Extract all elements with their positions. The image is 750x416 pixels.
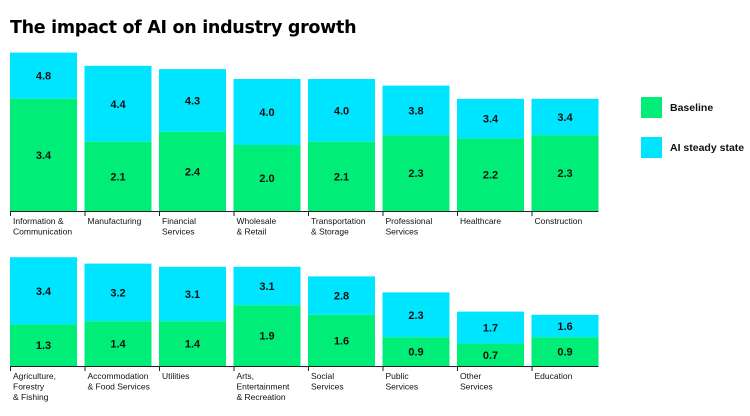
bar-ai-steady-state [159,69,226,132]
data-label-baseline: 0.9 [557,347,572,359]
data-label-ai-steady-state: 3.1 [185,289,200,301]
data-label-ai-steady-state: 4.8 [36,71,51,83]
bar-ai-steady-state [10,257,77,325]
data-label-ai-steady-state: 3.4 [483,114,499,126]
bar-baseline [308,141,375,211]
bar-ai-steady-state [382,292,450,338]
bar-baseline [10,98,77,211]
bar-baseline [159,321,226,366]
bar-baseline [382,337,450,366]
data-label-baseline: 2.4 [185,166,201,178]
category-label: Agriculture, Forestry & Fishing [13,371,56,402]
category-label: Healthcare [460,216,501,226]
data-label-baseline: 0.9 [408,347,423,359]
bar-baseline [233,305,301,366]
legend-swatch-baseline [641,97,662,118]
category-label: Utilities [162,371,189,381]
bar-baseline [10,324,77,366]
legend-label-ai-steady-state: AI steady state [670,142,744,154]
bar-baseline [84,141,152,211]
category-label: Accommodation & Food Services [88,371,150,392]
bar-ai-steady-state [233,79,301,145]
category-label: Manufacturing [88,216,142,226]
data-label-baseline: 2.0 [259,173,274,185]
legend-swatch-ai-steady-state [641,137,662,158]
bar-baseline [382,135,450,211]
data-label-ai-steady-state: 3.4 [557,112,573,124]
bar-baseline [233,145,301,211]
data-label-ai-steady-state: 3.2 [110,287,125,299]
bar-ai-steady-state [159,266,226,322]
data-label-ai-steady-state: 1.7 [483,323,498,335]
data-label-baseline: 1.3 [36,340,51,352]
bar-ai-steady-state [233,266,301,306]
data-label-baseline: 2.3 [408,168,423,180]
category-label: Public Services [386,371,419,392]
bar-baseline [84,321,152,366]
data-label-baseline: 3.4 [36,150,52,162]
category-label: Education [535,371,573,381]
bar-ai-steady-state [382,85,450,136]
bar-ai-steady-state [308,276,375,315]
data-label-ai-steady-state: 4.4 [110,99,126,111]
data-label-ai-steady-state: 3.4 [36,286,52,298]
data-label-ai-steady-state: 4.0 [334,105,349,117]
category-label: Social Services [311,371,344,392]
bar-ai-steady-state [10,52,77,99]
category-label: Wholesale & Retail [237,216,277,237]
legend-label-baseline: Baseline [670,102,713,114]
data-label-ai-steady-state: 2.3 [408,310,423,322]
category-label: Construction [535,216,583,226]
data-label-ai-steady-state: 1.6 [557,321,572,333]
bar-ai-steady-state [457,311,524,344]
data-label-baseline: 2.1 [334,171,349,183]
bar-ai-steady-state [84,65,152,142]
bar-baseline [531,135,599,211]
data-label-baseline: 0.7 [483,350,498,362]
data-label-baseline: 1.9 [259,331,274,343]
data-label-baseline: 2.1 [110,171,125,183]
data-label-ai-steady-state: 3.8 [408,105,423,117]
category-label: Transportation & Storage [311,216,366,237]
category-label: Other Services [460,371,493,392]
bar-ai-steady-state [531,98,599,136]
bar-baseline [159,131,226,211]
data-label-baseline: 2.3 [557,168,572,180]
data-label-baseline: 1.4 [185,339,201,351]
chart-title: The impact of AI on industry growth [10,18,357,38]
data-label-baseline: 1.4 [110,339,126,351]
bar-ai-steady-state [84,263,152,322]
data-label-ai-steady-state: 4.3 [185,95,200,107]
bar-baseline [457,343,524,366]
bar-baseline [531,337,599,366]
bar-ai-steady-state [531,314,599,338]
bar-baseline [457,138,524,211]
bar-baseline [308,314,375,366]
category-label: Arts, Entertainment & Recreation [237,371,291,402]
data-label-ai-steady-state: 4.0 [259,107,274,119]
bar-ai-steady-state [308,79,375,142]
bar-ai-steady-state [457,98,524,139]
category-label: Information & Communication [13,216,72,237]
data-label-baseline: 2.2 [483,170,498,182]
category-label: Professional Services [386,216,433,237]
data-label-ai-steady-state: 3.1 [259,281,274,293]
data-label-ai-steady-state: 2.8 [334,291,349,303]
category-label: Financial Services [162,216,196,237]
data-label-baseline: 1.6 [334,335,349,347]
